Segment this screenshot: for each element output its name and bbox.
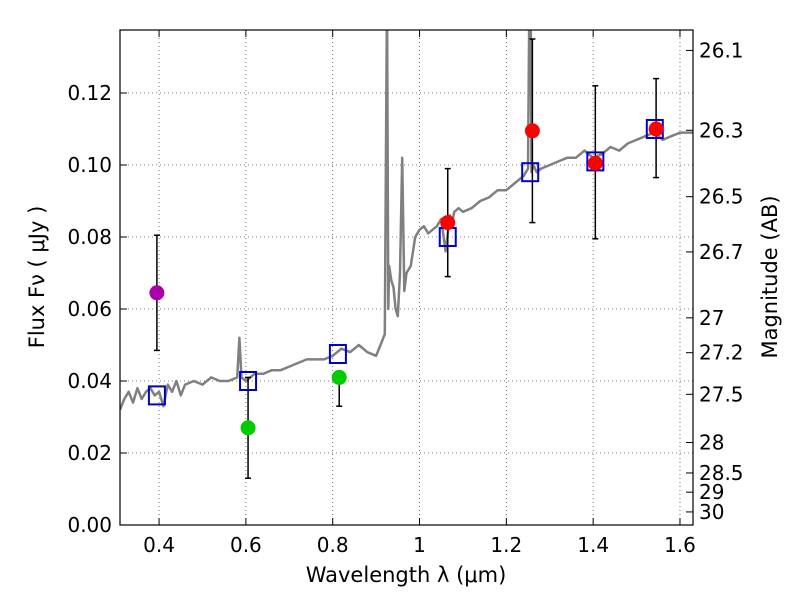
x-tick-label: 1.2 — [490, 533, 522, 557]
y-tick-label: 0.08 — [67, 225, 112, 249]
x-tick-label: 0.6 — [230, 533, 262, 557]
y2-tick-label: 26.3 — [699, 118, 744, 142]
y2-tick-label: 26.7 — [699, 240, 744, 264]
model-photometry-marker — [239, 371, 258, 391]
plot-frame — [119, 29, 694, 526]
model-photometry-marker — [328, 344, 347, 364]
y2-tick-label: 28.5 — [699, 461, 744, 485]
observed-point — [331, 369, 347, 385]
x-tick-label: 0.4 — [143, 533, 175, 557]
model-photometry-marker — [147, 385, 166, 406]
grid — [120, 30, 693, 526]
y-tick-label: 0.10 — [67, 153, 112, 177]
y-tick-label: 0.02 — [67, 441, 112, 465]
observed-point — [524, 123, 540, 139]
y2-tick-label: 27.5 — [699, 382, 744, 406]
y-axis-title: Flux Fν ( μJy ) — [25, 206, 49, 349]
observed-point — [240, 420, 256, 436]
observed-point — [440, 215, 456, 231]
y2-tick-label: 28 — [699, 431, 724, 455]
y-tick-label: 0.00 — [67, 513, 112, 537]
y2-tick-label: 30 — [699, 500, 724, 524]
x-tick-label: 1 — [413, 533, 426, 557]
y-tick-label: 0.12 — [67, 81, 112, 105]
y2-axis-title: Magnitude (AB) — [758, 195, 782, 358]
observed-point — [149, 285, 165, 301]
x-tick-label: 0.8 — [317, 533, 349, 557]
y2-tick-label: 27 — [699, 306, 724, 330]
y2-tick-label: 26.1 — [699, 38, 744, 62]
y-tick-label: 0.06 — [67, 297, 112, 321]
y2-tick-label: 29 — [699, 480, 724, 504]
y-tick-label: 0.04 — [67, 369, 112, 393]
model-photometry-marker — [521, 162, 540, 183]
x-tick-label: 1.6 — [664, 533, 696, 557]
observed-point — [648, 121, 664, 137]
spectrum-line — [120, 30, 693, 411]
x-tick-label: 1.4 — [577, 533, 609, 557]
y2-tick-label: 27.2 — [699, 341, 744, 365]
axis-ticks: 0.4 0.6 0.8 1 1.2 1.4 1.6 0.00 0.02 0.04 0.06 0.08 0… — [67, 30, 744, 557]
observed-point — [587, 155, 603, 171]
observed-points — [149, 121, 664, 436]
model-spectrum — [120, 30, 693, 411]
y2-tick-label: 26.5 — [699, 185, 744, 209]
x-axis-title: Wavelength λ (μm) — [306, 563, 507, 587]
